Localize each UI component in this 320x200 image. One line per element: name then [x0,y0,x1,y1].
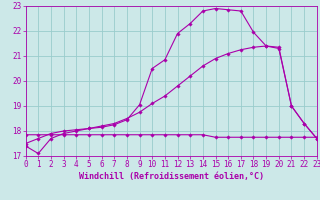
X-axis label: Windchill (Refroidissement éolien,°C): Windchill (Refroidissement éolien,°C) [79,172,264,181]
